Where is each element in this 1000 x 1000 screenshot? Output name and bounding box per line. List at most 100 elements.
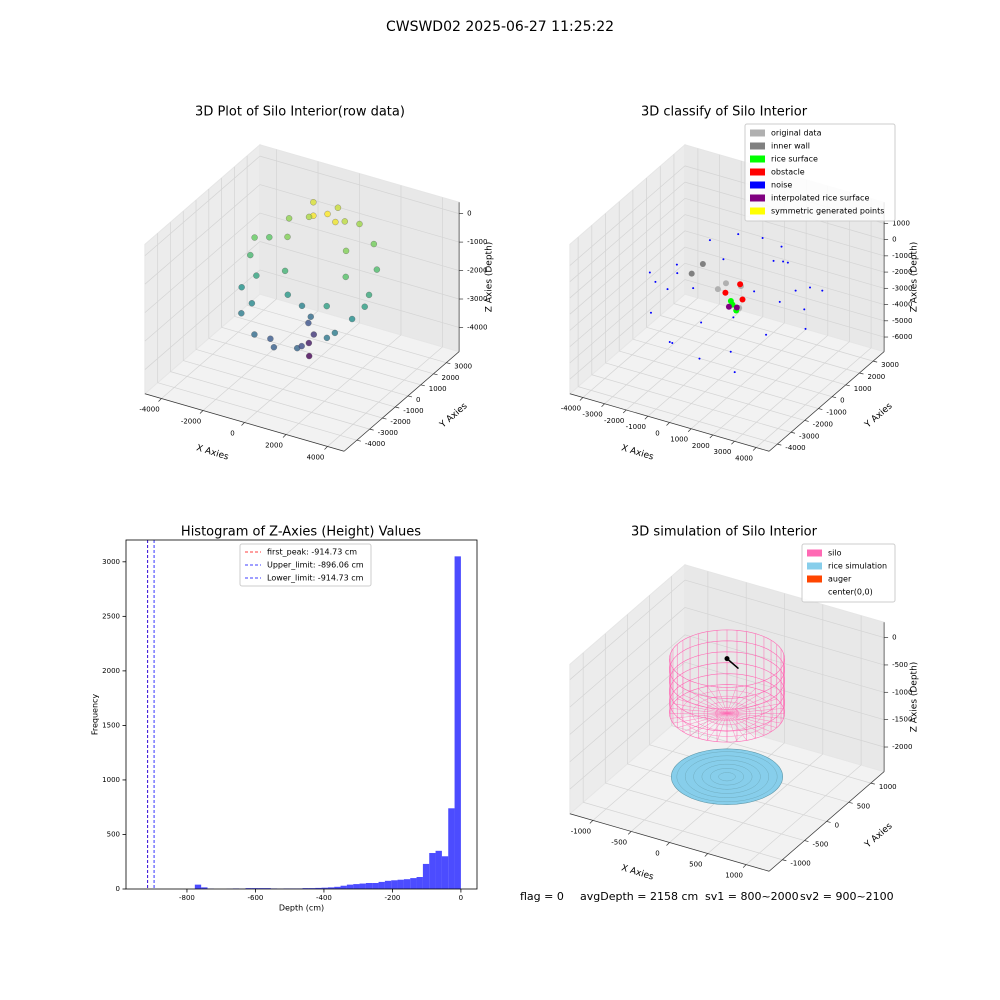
- chart-title: 3D simulation of Silo Interior: [631, 525, 818, 540]
- point: [648, 271, 651, 274]
- y-tick-label: 2000: [442, 374, 460, 382]
- point: [761, 236, 764, 239]
- bar: [201, 887, 208, 889]
- tick-mark: [407, 395, 413, 398]
- tick-mark: [848, 801, 853, 804]
- grid-line: [569, 579, 686, 680]
- bar: [422, 863, 430, 889]
- bar: [397, 879, 404, 889]
- point: [284, 233, 291, 241]
- grid-line: [569, 246, 686, 347]
- silo-wire: [677, 713, 728, 728]
- silo-floor-ring: [692, 695, 762, 731]
- silo-wire: [726, 691, 765, 714]
- bar: [391, 880, 398, 889]
- point: [323, 334, 331, 342]
- y-tick-label: -3000: [799, 432, 819, 440]
- point: [310, 199, 317, 206]
- grid-line: [569, 689, 686, 790]
- tick-mark: [622, 409, 627, 414]
- grid-line: [712, 335, 829, 436]
- silo-wire: [670, 713, 728, 719]
- point: [266, 234, 273, 241]
- y-tick-label: 2000: [867, 373, 885, 381]
- silo-wire: [689, 691, 728, 714]
- silo-ring: [669, 684, 785, 743]
- tick-mark: [873, 360, 878, 363]
- tick-mark: [644, 415, 649, 420]
- point: [341, 218, 348, 225]
- z-axis-label: Z Axies (Depth): [910, 662, 920, 733]
- z-axis-label: Z Axies (Depth): [485, 242, 495, 313]
- grid-line: [591, 374, 792, 433]
- point: [251, 234, 258, 241]
- y-tick-label: 3000: [102, 558, 120, 566]
- silo-ring: [669, 629, 785, 688]
- legend-swatch: [750, 181, 765, 189]
- grid-line: [604, 303, 720, 405]
- z-tick-label: -3000: [467, 295, 487, 303]
- rice-wire: [701, 764, 753, 790]
- bar: [441, 856, 449, 889]
- point: [324, 210, 331, 218]
- point: [733, 371, 736, 374]
- silo-wire: [716, 684, 728, 714]
- footer-avg-depth: avgDepth = 2158 cm: [580, 890, 698, 903]
- silo-wire: [726, 713, 784, 719]
- point: [794, 289, 797, 292]
- point: [284, 291, 291, 298]
- silo-wire: [726, 694, 772, 714]
- z-tick-label: -4000: [892, 301, 912, 309]
- bar: [264, 888, 271, 889]
- legend-label: original data: [771, 129, 822, 138]
- bar: [321, 887, 328, 889]
- point: [323, 302, 330, 310]
- silo-wire: [682, 713, 728, 733]
- x-tick-label: -3000: [582, 411, 602, 419]
- chart-title: Histogram of Z-Axies (Height) Values: [181, 525, 421, 540]
- x-axis-label: Depth (cm): [279, 904, 324, 913]
- y-tick-label: 2500: [102, 612, 120, 620]
- grid-line: [569, 181, 686, 282]
- rice-surface: [670, 748, 784, 805]
- y-axis-label: Frequency: [91, 694, 100, 736]
- point: [238, 284, 245, 291]
- z-tick-label: 0: [467, 210, 471, 218]
- legend-swatch: [750, 155, 765, 163]
- grid-line: [684, 579, 885, 638]
- silo-wire: [670, 708, 728, 714]
- grid-line: [605, 362, 805, 421]
- x-tick-label: -600: [247, 894, 263, 902]
- tick-mark: [158, 398, 162, 402]
- legend-box: [744, 123, 896, 222]
- legend-swatch: [750, 194, 765, 202]
- bar: [416, 877, 423, 889]
- grid-line: [684, 230, 885, 289]
- grid-line: [605, 782, 805, 841]
- grid-line: [646, 327, 846, 386]
- silo-floor-ring: [680, 690, 774, 737]
- bar: [435, 850, 442, 889]
- point: [714, 286, 721, 293]
- point: [253, 272, 260, 279]
- point: [692, 287, 695, 290]
- y-tick-label: 0: [116, 885, 120, 893]
- tick-mark: [752, 447, 757, 451]
- rice-wire: [693, 759, 761, 794]
- grid-line: [161, 298, 277, 399]
- y-axis-line: [768, 351, 885, 452]
- tick-mark: [199, 410, 204, 414]
- point: [281, 267, 289, 275]
- point: [803, 308, 806, 311]
- tick-mark: [241, 422, 245, 426]
- x-tick-label: -400: [316, 894, 332, 902]
- x-tick-label: 0: [230, 429, 234, 437]
- bar: [359, 883, 366, 889]
- silo-wire: [698, 713, 728, 739]
- grid-line: [183, 360, 383, 419]
- y-tick-label: -4000: [785, 444, 805, 452]
- rice-wire: [710, 768, 744, 786]
- y-tick-label: 1000: [854, 385, 872, 393]
- footer-sv1: sv1 = 800~2000: [705, 890, 799, 903]
- y-tick-label: -1000: [826, 409, 846, 417]
